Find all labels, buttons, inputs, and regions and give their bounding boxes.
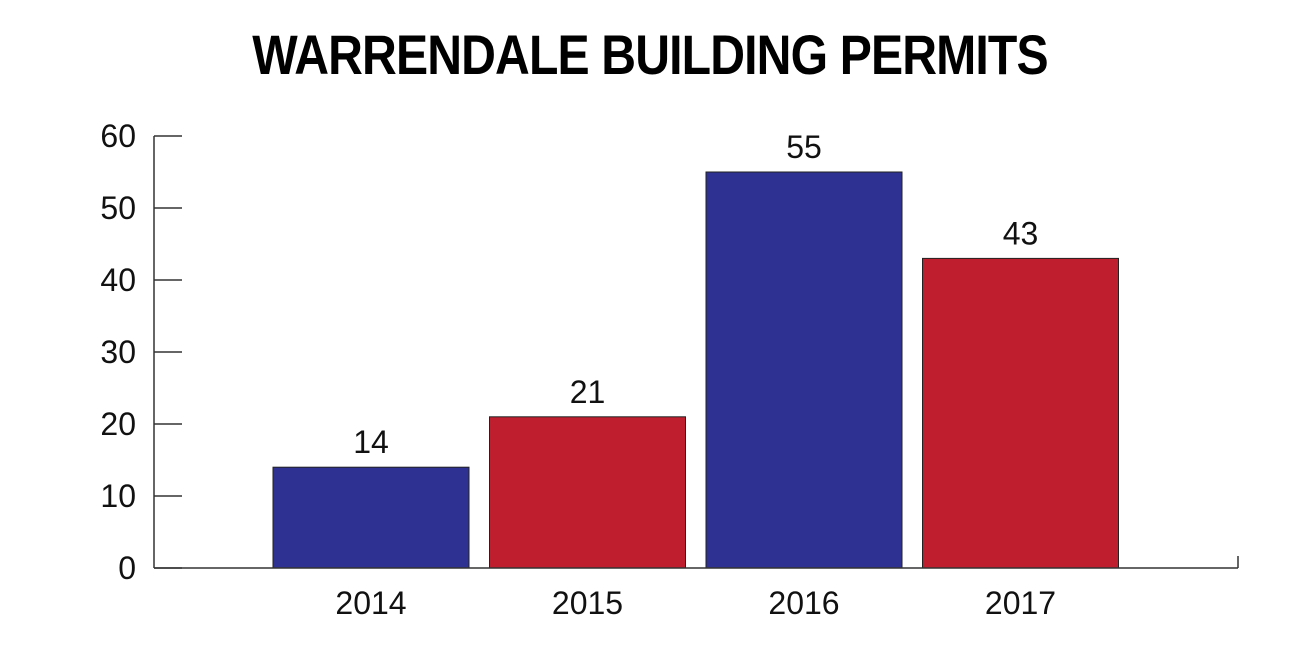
x-tick-label-2015: 2015: [552, 585, 623, 621]
y-tick-label: 60: [100, 118, 136, 154]
x-tick-label-2016: 2016: [768, 585, 839, 621]
x-tick-label-2014: 2014: [335, 585, 406, 621]
bar-2014: [272, 466, 470, 569]
y-tick-label: 10: [100, 478, 136, 514]
y-tick-label: 40: [100, 262, 136, 298]
data-label-2017: 43: [1003, 215, 1039, 251]
x-axis: 2014 2015 2016 2017: [154, 556, 1239, 621]
y-axis: 0 10 20 30 40 50 60: [100, 118, 182, 586]
data-label-2015: 21: [570, 374, 606, 410]
x-tick-label-2017: 2017: [985, 585, 1056, 621]
chart-title: WARRENDALE BUILDING PERMITS: [252, 23, 1048, 86]
bars: [272, 171, 1119, 569]
y-tick-label: 30: [100, 334, 136, 370]
data-label-2016: 55: [786, 129, 822, 165]
data-labels: 14 21 55 43: [353, 129, 1038, 460]
bar-2015: [489, 416, 686, 569]
bar-2016: [705, 171, 903, 569]
bar-2017: [922, 257, 1119, 569]
data-label-2014: 14: [353, 424, 389, 460]
y-tick-label: 0: [118, 550, 136, 586]
y-tick-label: 20: [100, 406, 136, 442]
y-tick-label: 50: [100, 190, 136, 226]
